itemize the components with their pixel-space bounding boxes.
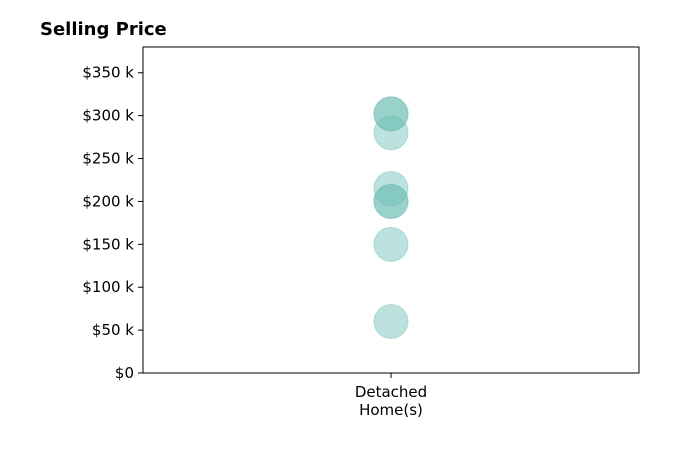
x-axis: Detached Home(s) — [355, 373, 427, 419]
chart-title: Selling Price — [40, 19, 167, 40]
data-point — [373, 115, 409, 151]
y-tick-label: $350 k — [82, 64, 134, 82]
y-tick-label: $300 k — [82, 107, 134, 125]
y-tick-label: $150 k — [82, 235, 134, 253]
data-point — [373, 96, 409, 132]
data-point — [373, 171, 409, 207]
data-point — [373, 304, 409, 340]
x-tick-label: Detached Home(s) — [355, 383, 427, 419]
data-point — [373, 96, 409, 132]
y-tick-label: $0 — [115, 364, 134, 382]
y-tick-label: $200 k — [82, 192, 134, 210]
data-point — [373, 183, 409, 219]
plot-frame — [142, 46, 640, 374]
data-point — [373, 183, 409, 219]
y-tick-label: $100 k — [82, 278, 134, 296]
y-tick-label: $250 k — [82, 150, 134, 168]
y-tick-label: $50 k — [92, 321, 134, 339]
data-points — [373, 96, 409, 340]
data-point — [373, 226, 409, 262]
y-axis: $0 $50 k $100 k $150 k $200 k $250 k $300 k $35… — [82, 64, 143, 382]
